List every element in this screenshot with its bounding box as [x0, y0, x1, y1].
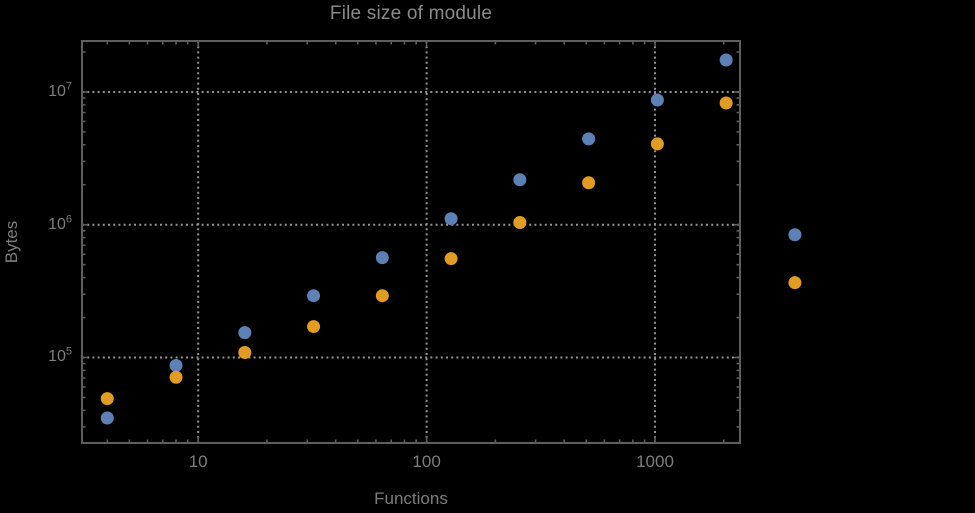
data-point-series-orange — [719, 96, 733, 110]
y-tick-label: 107 — [48, 80, 72, 100]
data-point-series-orange — [650, 137, 664, 151]
data-point-series-blue — [513, 173, 527, 187]
x-tick-label: 1000 — [636, 452, 674, 471]
data-point-series-blue — [100, 411, 114, 425]
data-point-series-blue — [375, 251, 389, 265]
x-tick-label: 10 — [188, 452, 208, 471]
data-point-series-orange — [513, 215, 527, 229]
y-tick-label: 105 — [48, 346, 72, 366]
data-point-series-blue — [238, 326, 252, 340]
x-tick-label: 100 — [412, 452, 441, 471]
data-point-series-orange — [238, 346, 252, 360]
data-point-series-blue — [788, 228, 802, 242]
data-point-series-blue — [307, 289, 321, 303]
data-point-series-orange — [307, 320, 321, 334]
y-tick-label: 106 — [48, 213, 72, 233]
data-point-series-orange — [100, 392, 114, 406]
data-point-series-orange — [169, 370, 183, 384]
data-point-series-orange — [444, 252, 458, 266]
data-point-series-blue — [444, 212, 458, 226]
data-point-series-orange — [582, 176, 596, 190]
plot-frame — [81, 40, 741, 444]
data-point-series-blue — [650, 93, 664, 107]
chart-title: File size of module — [329, 3, 493, 24]
data-point-series-blue — [169, 359, 183, 373]
data-point-series-orange — [375, 289, 389, 303]
data-point-series-orange — [788, 276, 802, 290]
data-point-series-blue — [582, 132, 596, 146]
data-point-series-blue — [719, 53, 733, 67]
x-axis-label: Functions — [374, 489, 448, 508]
